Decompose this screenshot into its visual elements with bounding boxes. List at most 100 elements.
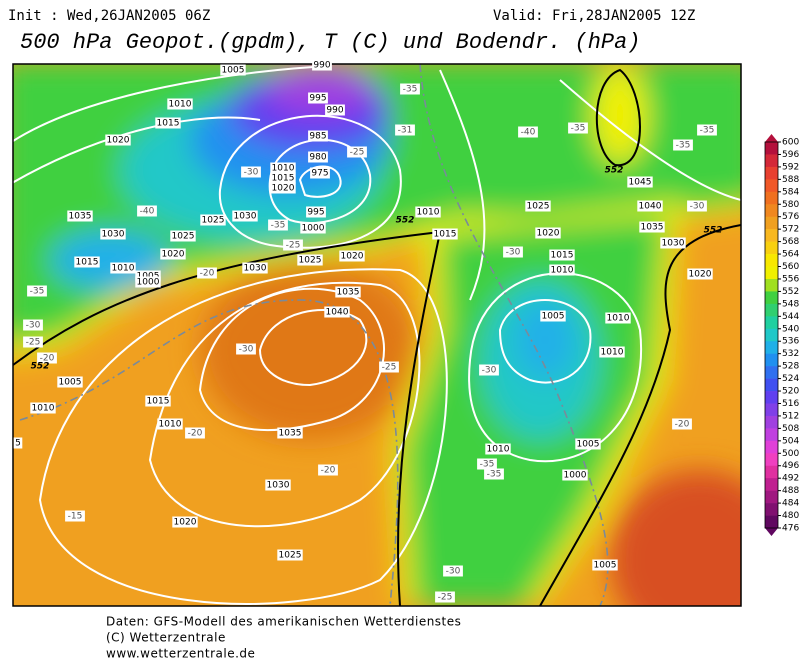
pressure-label: 1030 [244, 264, 267, 274]
pressure-label: 1030 [234, 212, 257, 222]
pressure-label: 1000 [564, 471, 587, 481]
temperature-label: -35 [676, 141, 691, 151]
temperature-label: -30 [244, 168, 259, 178]
pressure-label: 1005 [594, 561, 617, 571]
pressure-label: 995 [309, 94, 326, 104]
pressure-label: 1025 [279, 551, 302, 561]
pressure-label-box [605, 312, 631, 324]
colorbar-tick-label: 600 [782, 138, 799, 148]
pressure-label: 980 [309, 153, 326, 163]
colorbar-tick-label: 516 [782, 399, 799, 409]
temperature-label-box [23, 336, 43, 348]
colorbar-tick-label: 520 [782, 387, 799, 397]
temperature-label: -20 [188, 429, 203, 439]
temperature-label: -25 [382, 363, 397, 373]
temperature-label-box [347, 146, 367, 158]
colorbar-segment [765, 166, 778, 180]
pressure-label: 1010 [32, 404, 55, 414]
colorbar-tick-label: 536 [782, 337, 799, 347]
pressure-label: 1010 [601, 348, 624, 358]
pressure-label: 1025 [299, 256, 322, 266]
colorbar-tick-label: 596 [782, 150, 799, 160]
temperature-label: -20 [40, 354, 55, 364]
temperature-label-box [241, 166, 261, 178]
pressure-label-box [232, 210, 258, 222]
colorbar-segment [765, 403, 778, 417]
pressure-label-box [13, 437, 23, 449]
temperature-label-box [318, 464, 338, 476]
temperature-label: -30 [482, 366, 497, 376]
pressure-label: 1045 [629, 178, 652, 188]
temperature-label-box [443, 565, 463, 577]
pressure-label-box [485, 443, 511, 455]
colorbar-segment [765, 391, 778, 404]
colorbar-segment [765, 303, 778, 317]
colorbar-tick-label: 484 [782, 499, 799, 509]
colorbar-tick-label: 564 [782, 250, 799, 260]
pressure-label-box [540, 310, 566, 322]
pressure-label-box [592, 559, 618, 571]
colorbar-tick-label: 584 [782, 187, 799, 197]
temperature-label-box [23, 319, 43, 331]
pressure-label-box [535, 227, 561, 239]
temperature-label: -35 [271, 221, 286, 231]
temperature-label: -35 [487, 470, 502, 480]
colorbar-segment [765, 179, 778, 193]
colorbar-tick-label: 488 [782, 486, 799, 496]
colorbar-segment [765, 191, 778, 205]
colorbar-segment [765, 316, 778, 330]
colorbar-tick-label: 524 [782, 374, 799, 384]
temperature-label: -30 [690, 202, 705, 212]
pressure-label-box [308, 92, 328, 104]
temperature-label-box [283, 239, 303, 251]
pressure-label: 1010 [551, 266, 574, 276]
geopotential-label: 552 [31, 362, 50, 372]
pressure-label: 1040 [639, 202, 662, 212]
pressure-label: 1020 [174, 518, 197, 528]
pressure-label-box [157, 418, 183, 430]
colorbar-tick-label: 548 [782, 299, 799, 309]
pressure-label: 5 [15, 439, 21, 449]
colorbar-tick-label: 540 [782, 324, 799, 334]
pressure-label: 1020 [272, 184, 295, 194]
pressure-label-box [57, 376, 83, 388]
temperature-label: -30 [446, 567, 461, 577]
colorbar-segment [765, 241, 778, 255]
pressure-label-box [639, 221, 665, 233]
colorbar-tick-label: 556 [782, 274, 799, 284]
footer-line: (C) Wetterzentrale [106, 631, 226, 645]
colorbar-tick-label: 476 [782, 524, 799, 534]
pressure-label-box [277, 549, 303, 561]
colorbar-tick-label: 528 [782, 362, 799, 372]
colorbar-segment [765, 291, 778, 305]
colorbar-segment [765, 465, 778, 479]
pressure-label-box [105, 134, 131, 146]
init-time: Init : Wed,26JAN2005 06Z [8, 8, 210, 24]
geopotential-label: 552 [605, 166, 624, 176]
temperature-label: -25 [438, 593, 453, 603]
pressure-label-box [432, 228, 458, 240]
temperature-label-box [236, 343, 256, 355]
map-frame [12, 63, 742, 607]
pressure-label: 1040 [326, 308, 349, 318]
pressure-label: 1020 [689, 270, 712, 280]
colorbar-segment [765, 415, 778, 429]
colorbar-segment [765, 154, 778, 168]
colorbar-tick-label: 576 [782, 212, 799, 222]
pressure-label-box [135, 270, 161, 282]
colorbar-segment [765, 216, 778, 230]
colorbar-segment [765, 453, 778, 467]
pressure-label: 995 [307, 208, 324, 218]
colorbar-segment [765, 341, 778, 354]
geopotential-label: 552 [704, 226, 723, 236]
temperature-label-box [479, 364, 499, 376]
pressure-label: 1030 [102, 230, 125, 240]
temperature-label: -30 [239, 345, 254, 355]
pressure-label: 1020 [341, 252, 364, 262]
colorbar-segment [765, 142, 778, 155]
pressure-label: 1005 [577, 440, 600, 450]
pressure-label: 1005 [59, 378, 82, 388]
colorbar-tick-label: 480 [782, 511, 799, 521]
pressure-label: 1035 [279, 429, 302, 439]
